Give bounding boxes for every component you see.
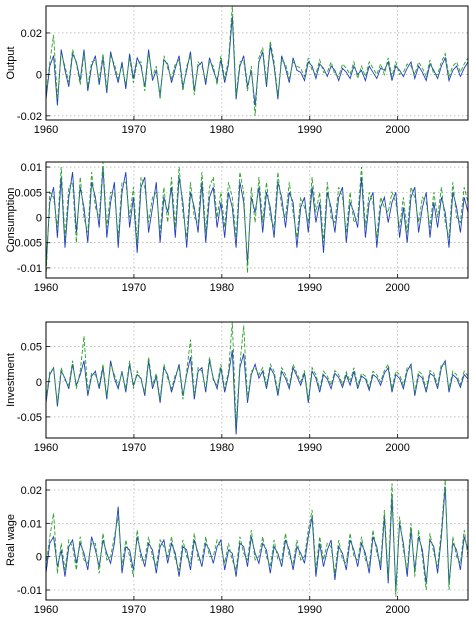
x-tick-label: 1960 xyxy=(34,282,58,294)
series-line-green-dashed xyxy=(45,321,469,424)
x-tick-label: 1960 xyxy=(34,124,58,136)
x-tick-label: 1980 xyxy=(210,604,234,614)
panel-2: 1960 1970 1980 1990 2000 -0.05 0 0.05 Investment xyxy=(5,321,469,454)
y-tick-label: 0.02 xyxy=(21,28,42,40)
y-tick-label: -0.005 xyxy=(11,238,42,250)
y-tick-label: -0.01 xyxy=(17,263,42,275)
plot-frame xyxy=(45,479,469,601)
plot-frame xyxy=(45,5,469,121)
y-tick-label: 0 xyxy=(36,69,42,81)
x-tick-label: 1990 xyxy=(298,604,322,614)
y-tick-label: 0.005 xyxy=(14,187,42,199)
x-tick-label: 2000 xyxy=(385,604,409,614)
y-tick-label: -0.01 xyxy=(17,585,42,597)
x-tick-label: 1980 xyxy=(210,442,234,454)
x-tick-label: 1960 xyxy=(34,442,58,454)
panel-0: 1960 1970 1980 1990 2000 -0.02 0 0.02 Output xyxy=(5,5,469,136)
y-tick-label: 0 xyxy=(36,212,42,224)
x-tick-label: 1970 xyxy=(122,124,146,136)
plot-frame xyxy=(45,161,469,279)
x-tick-label: 1990 xyxy=(298,124,322,136)
x-tick-label: 2000 xyxy=(385,442,409,454)
y-tick-label: -0.02 xyxy=(17,111,42,123)
x-tick-label: 1990 xyxy=(298,442,322,454)
y-tick-label: 0.05 xyxy=(21,342,42,354)
y-tick-label: 0.01 xyxy=(21,162,42,174)
y-axis-label: Investment xyxy=(5,353,17,407)
panel-3: 1960 1970 1980 1990 2000 -0.01 0 0.01 0.02 Real w… xyxy=(5,479,469,616)
y-axis-label: Real wage xyxy=(5,514,17,566)
y-axis-label: Consumption xyxy=(5,188,17,253)
x-tick-label: 1970 xyxy=(122,282,146,294)
x-tick-label: 1970 xyxy=(122,604,146,614)
x-tick-label: 1990 xyxy=(298,282,322,294)
series-line-green-dashed xyxy=(45,161,469,279)
x-tick-label: 1980 xyxy=(210,282,234,294)
x-tick-label: 1970 xyxy=(122,442,146,454)
x-tick-label: 2000 xyxy=(385,282,409,294)
y-tick-label: -0.05 xyxy=(17,412,42,424)
y-tick-label: 0.01 xyxy=(21,518,42,530)
y-tick-label: 0.02 xyxy=(21,485,42,497)
plot-frame xyxy=(45,321,469,439)
x-tick-label: 1960 xyxy=(34,604,58,614)
y-tick-label: 0 xyxy=(36,552,42,564)
x-tick-label: 1980 xyxy=(210,124,234,136)
y-axis-label: Output xyxy=(5,46,17,79)
series-line-blue-solid xyxy=(45,166,469,268)
series-line-blue-solid xyxy=(45,350,469,435)
series-line-green-dashed xyxy=(45,5,469,116)
x-tick-label: 2000 xyxy=(385,124,409,136)
series-line-blue-solid xyxy=(45,486,469,591)
y-tick-label: 0 xyxy=(36,377,42,389)
panel-1: 1960 1970 1980 1990 2000 -0.01 -0.005 0 0.005 0.0… xyxy=(5,161,469,294)
series-line-green-dashed xyxy=(45,479,469,597)
